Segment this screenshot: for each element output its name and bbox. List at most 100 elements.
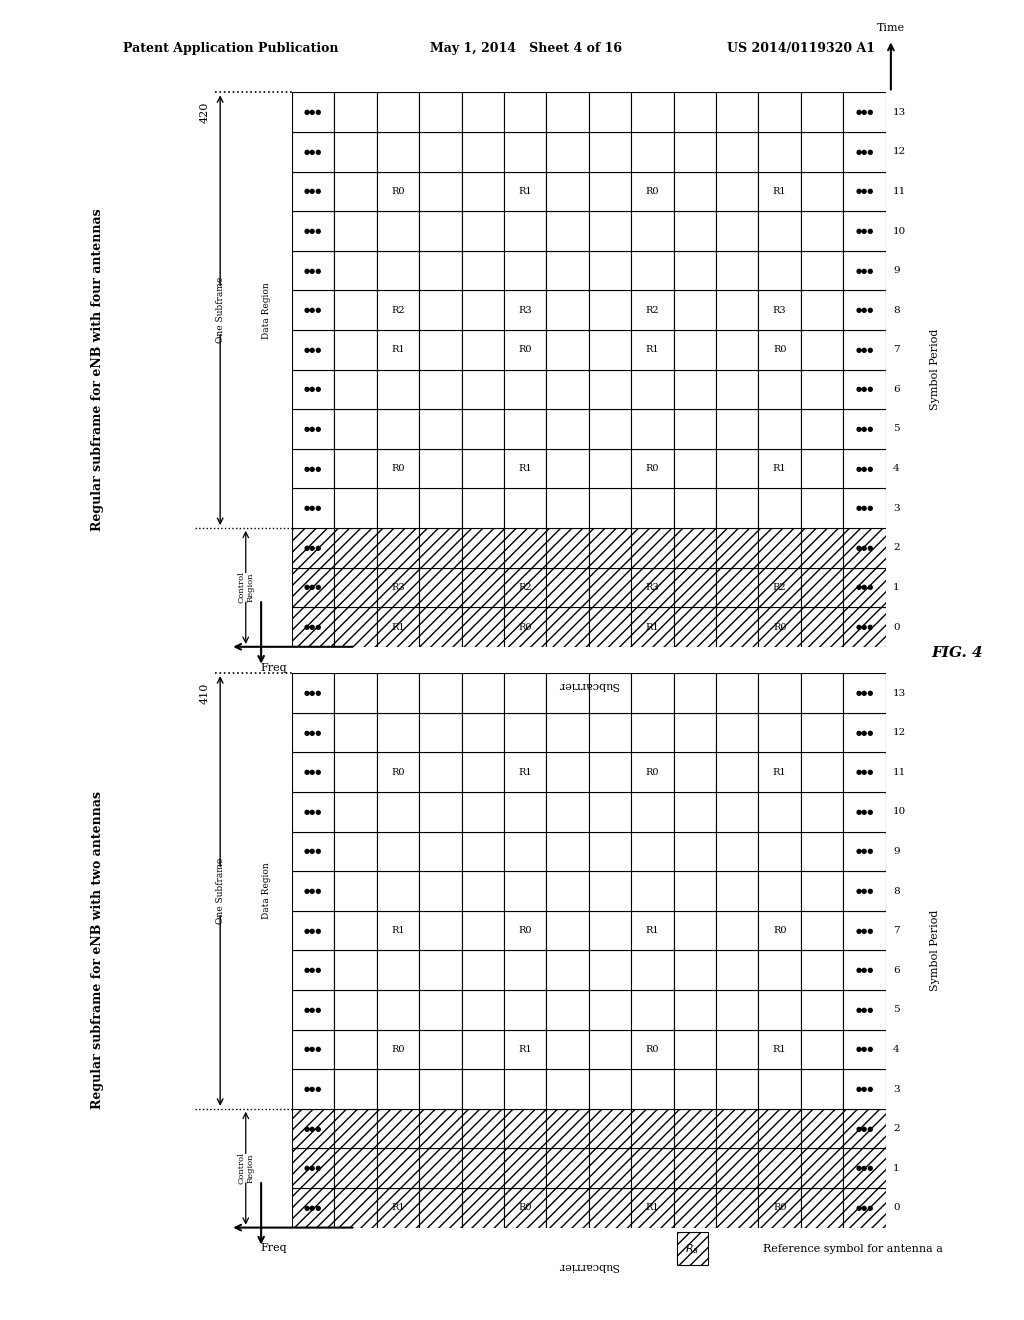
Bar xyxy=(674,1069,716,1109)
Bar xyxy=(759,211,801,251)
Bar xyxy=(631,1069,674,1109)
Bar xyxy=(589,409,631,449)
Text: R1: R1 xyxy=(391,1204,404,1212)
Text: R1: R1 xyxy=(391,927,404,935)
Bar xyxy=(589,792,631,832)
Text: 13: 13 xyxy=(893,108,906,116)
Bar xyxy=(419,1069,462,1109)
Bar xyxy=(759,990,801,1030)
Bar xyxy=(377,607,419,647)
Text: ●●●: ●●● xyxy=(855,545,873,550)
Bar xyxy=(844,132,886,172)
Text: ●●●: ●●● xyxy=(855,308,873,313)
Bar xyxy=(589,1148,631,1188)
Bar xyxy=(674,1109,716,1148)
Bar xyxy=(589,713,631,752)
Bar xyxy=(292,871,334,911)
Text: 7: 7 xyxy=(893,346,899,354)
Bar xyxy=(801,488,844,528)
Text: 10: 10 xyxy=(893,808,906,816)
Bar xyxy=(547,911,589,950)
Bar xyxy=(377,251,419,290)
Bar xyxy=(844,290,886,330)
Text: R0: R0 xyxy=(646,465,659,473)
Bar xyxy=(292,911,334,950)
Text: Subcarrier: Subcarrier xyxy=(558,680,620,690)
Bar xyxy=(844,673,886,713)
Bar xyxy=(759,251,801,290)
Bar xyxy=(674,528,716,568)
Bar xyxy=(759,871,801,911)
Bar xyxy=(801,990,844,1030)
Bar xyxy=(292,1148,334,1188)
Bar xyxy=(419,1109,462,1148)
Bar xyxy=(589,330,631,370)
Bar xyxy=(504,251,547,290)
Bar xyxy=(334,911,377,950)
Bar xyxy=(716,409,759,449)
Bar xyxy=(801,713,844,752)
Bar xyxy=(334,871,377,911)
Bar xyxy=(589,92,631,132)
Bar xyxy=(759,488,801,528)
Text: ●●●: ●●● xyxy=(855,149,873,154)
Bar xyxy=(292,92,334,132)
Text: ●●●: ●●● xyxy=(855,506,873,511)
Bar xyxy=(292,832,334,871)
Bar xyxy=(377,409,419,449)
Text: 1: 1 xyxy=(893,583,899,591)
Text: ●●●: ●●● xyxy=(304,928,323,933)
Bar xyxy=(462,792,504,832)
Text: US 2014/0119320 A1: US 2014/0119320 A1 xyxy=(727,42,876,55)
Text: ●●●: ●●● xyxy=(304,1086,323,1092)
Bar xyxy=(547,1030,589,1069)
Text: 12: 12 xyxy=(893,148,906,156)
Bar xyxy=(631,871,674,911)
Text: ●●●: ●●● xyxy=(304,1126,323,1131)
Bar xyxy=(377,132,419,172)
Bar xyxy=(716,871,759,911)
Bar xyxy=(589,752,631,792)
Text: R1: R1 xyxy=(391,623,404,631)
Bar xyxy=(419,330,462,370)
Bar xyxy=(504,449,547,488)
Bar xyxy=(334,792,377,832)
Bar xyxy=(589,1109,631,1148)
Text: ●●●: ●●● xyxy=(855,110,873,115)
Bar xyxy=(419,713,462,752)
Bar xyxy=(631,172,674,211)
Bar xyxy=(504,330,547,370)
Text: R1: R1 xyxy=(645,927,659,935)
Bar xyxy=(844,1188,886,1228)
Bar xyxy=(716,911,759,950)
Bar xyxy=(462,1030,504,1069)
Bar xyxy=(631,950,674,990)
Bar xyxy=(716,211,759,251)
Bar xyxy=(674,172,716,211)
Bar xyxy=(844,528,886,568)
Bar xyxy=(631,132,674,172)
Bar xyxy=(801,950,844,990)
Text: R0: R0 xyxy=(518,927,531,935)
Bar xyxy=(716,1109,759,1148)
Bar xyxy=(462,92,504,132)
Text: Patent Application Publication: Patent Application Publication xyxy=(123,42,338,55)
Bar xyxy=(334,528,377,568)
Bar xyxy=(759,752,801,792)
Bar xyxy=(716,990,759,1030)
Bar xyxy=(547,607,589,647)
Bar xyxy=(844,409,886,449)
Text: R0: R0 xyxy=(646,1045,659,1053)
Bar xyxy=(377,871,419,911)
Bar xyxy=(377,1188,419,1228)
Text: ●●●: ●●● xyxy=(855,387,873,392)
Bar xyxy=(759,673,801,713)
Bar xyxy=(589,911,631,950)
Bar xyxy=(419,990,462,1030)
Bar xyxy=(759,92,801,132)
Bar xyxy=(547,950,589,990)
Bar xyxy=(547,673,589,713)
Bar xyxy=(547,92,589,132)
Bar xyxy=(334,488,377,528)
Bar xyxy=(504,409,547,449)
